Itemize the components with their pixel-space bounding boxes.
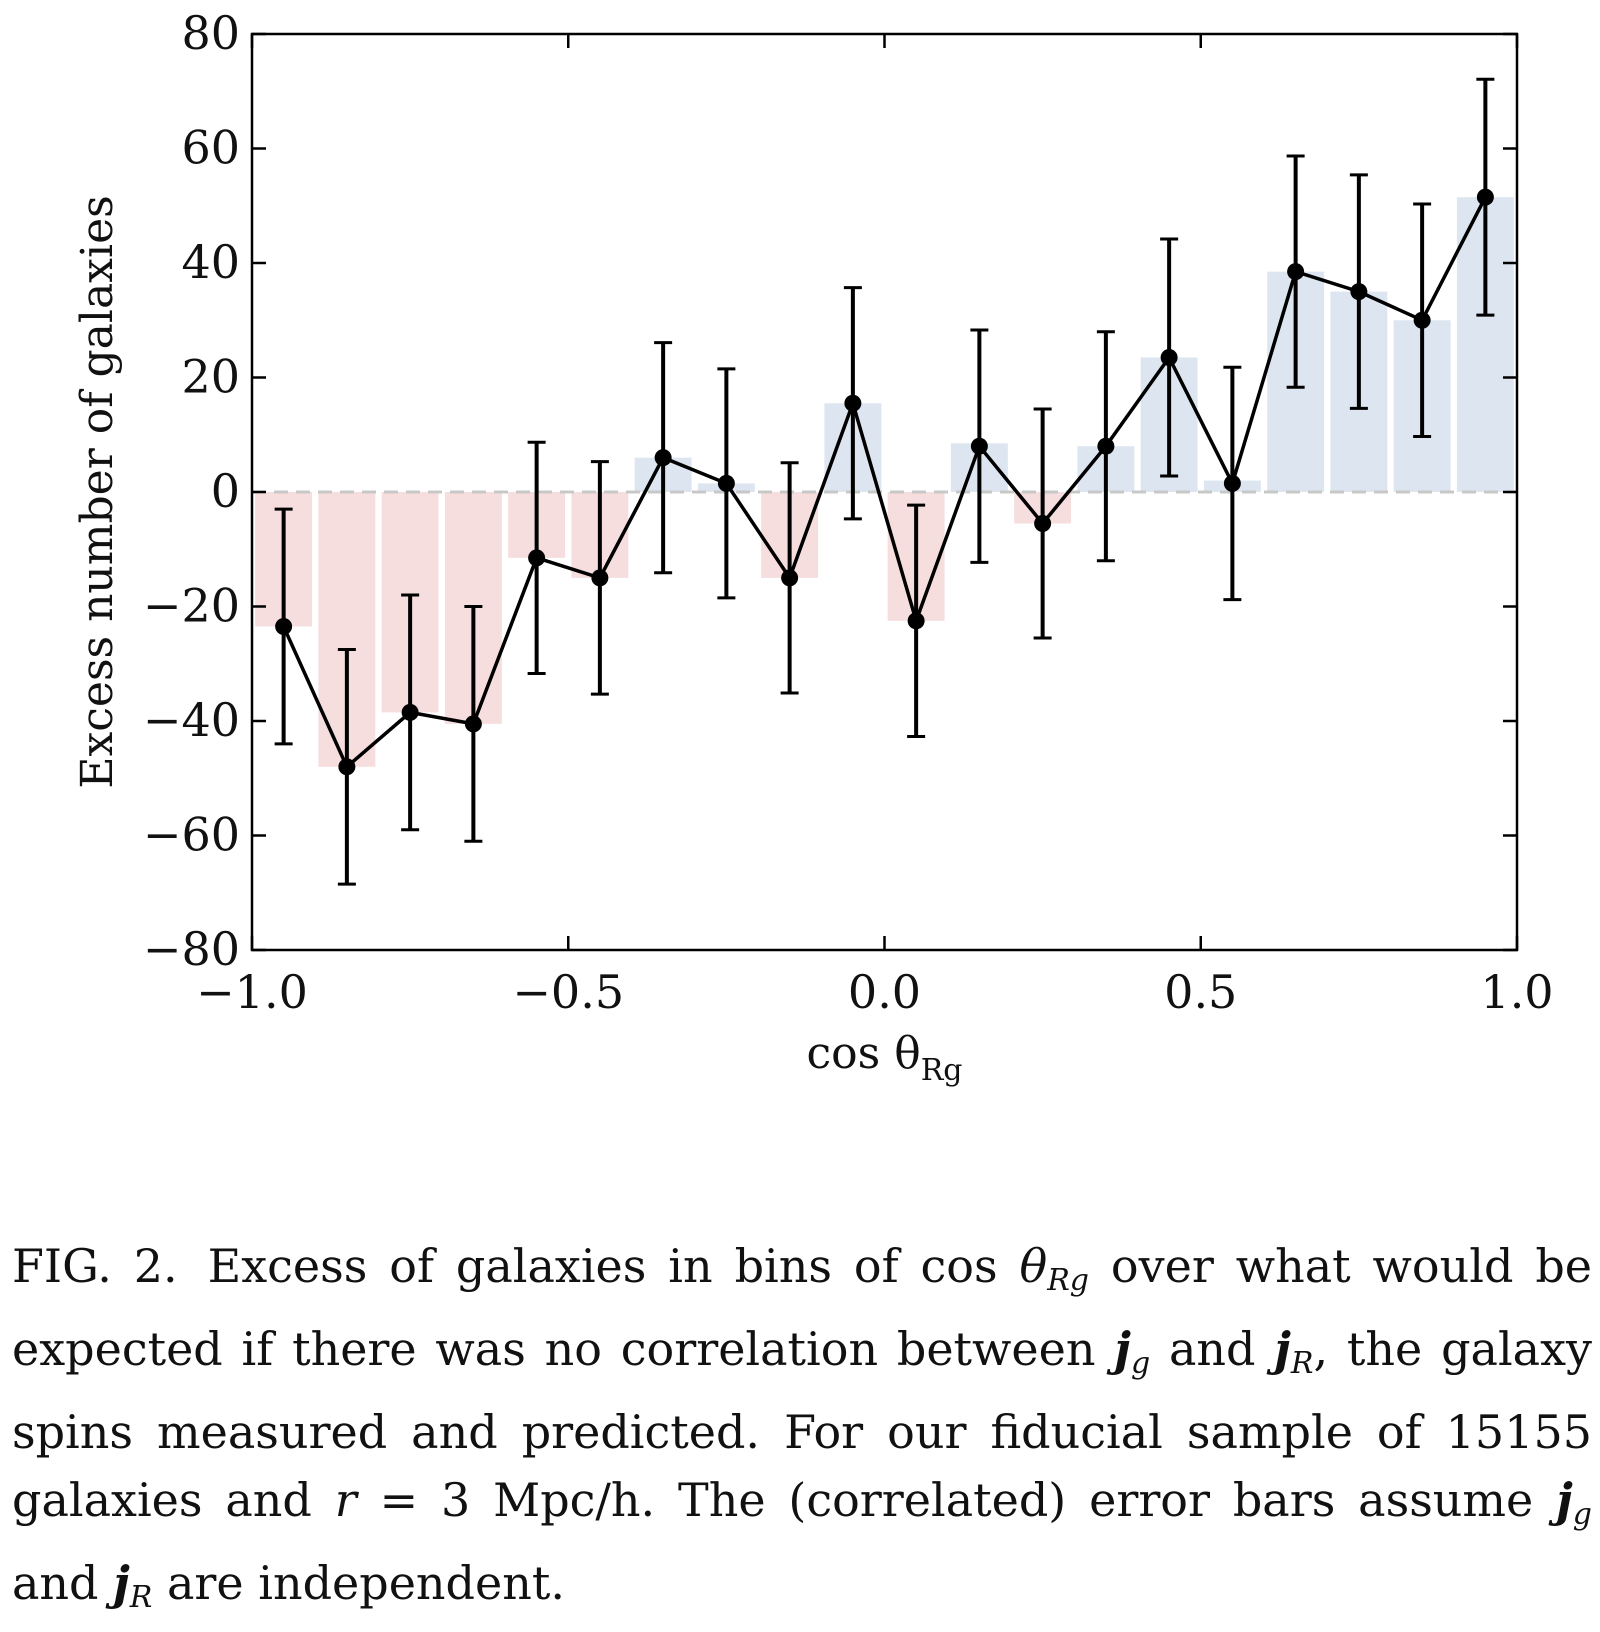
caption-text-5: are independent.: [152, 1556, 565, 1610]
x-axis-label-main: cos θ: [807, 1028, 921, 1079]
data-point: [970, 437, 988, 455]
caption-R-2: R: [129, 1580, 153, 1615]
data-point: [1350, 283, 1368, 301]
caption-text-1: Excess of galaxies in bins of cos: [207, 1239, 1020, 1293]
y-tick-label: 20: [181, 350, 240, 404]
caption-j-4: j: [113, 1556, 130, 1610]
caption-and-1: and: [1150, 1322, 1275, 1376]
y-tick-label: −40: [143, 693, 240, 747]
caption-theta-sub: Rg: [1047, 1263, 1089, 1298]
caption-text-4: = 3 Mpc/h. The (correlated) error bars a…: [356, 1473, 1557, 1527]
data-point: [781, 569, 799, 587]
figure-caption: FIG. 2. Excess of galaxies in bins of cos…: [12, 1232, 1592, 1632]
chart: 80 60 40 20 0 −20 −40 −60 −80−1.0 −0.5 0.0 0.5 1.0 E…: [72, 6, 1554, 1088]
caption-text-2: over what would be expected if there was…: [12, 1239, 1592, 1376]
data-point: [1413, 311, 1431, 329]
caption-r: r: [334, 1473, 357, 1527]
data-point: [907, 612, 925, 630]
data-point: [464, 715, 482, 733]
data-point: [1160, 348, 1178, 366]
caption-theta: θ: [1019, 1239, 1048, 1293]
data-point: [338, 758, 356, 776]
caption-R-1: R: [1290, 1346, 1314, 1381]
data-point: [591, 569, 609, 587]
caption-g-2: g: [1572, 1497, 1593, 1532]
y-tick-label: 0: [211, 464, 240, 518]
x-tick-label: −1.0: [196, 965, 308, 1019]
data-point: [1034, 514, 1052, 532]
data-point: [275, 618, 293, 636]
x-tick-label: −0.5: [512, 965, 624, 1019]
data-point: [401, 703, 419, 721]
y-axis-label: Excess number of galaxies: [72, 195, 123, 788]
data-point: [1097, 437, 1115, 455]
caption-text-3: , the galaxy spins measured and predicte…: [12, 1322, 1593, 1527]
caption-g-1: g: [1130, 1346, 1151, 1381]
y-tick-label: 40: [181, 235, 240, 289]
x-tick-label: 0.5: [1164, 965, 1237, 1019]
caption-j-1: j: [1114, 1322, 1131, 1376]
caption-label: FIG. 2.: [12, 1239, 178, 1293]
data-point: [1223, 474, 1241, 492]
y-tick-label: 80: [181, 6, 240, 60]
data-point: [717, 474, 735, 492]
x-axis-label-subscript: Rg: [921, 1053, 963, 1088]
data-point: [1287, 263, 1305, 281]
y-tick-label: 60: [181, 121, 240, 175]
y-tick-label: −20: [143, 579, 240, 633]
ticks-group: 80 60 40 20 0 −20 −40 −60 −80−1.0 −0.5 0.0 0.5 1.0: [143, 6, 1554, 1019]
caption-and-2: and: [12, 1556, 114, 1610]
data-point: [528, 549, 546, 567]
series-line: [282, 196, 1487, 770]
x-tick-label: 1.0: [1480, 965, 1553, 1019]
caption-j-3: j: [1556, 1473, 1573, 1527]
series-group: [274, 77, 1495, 886]
data-point: [844, 394, 862, 412]
data-point: [1476, 188, 1494, 206]
x-axis-label: cos θRg: [807, 1028, 963, 1088]
data-point: [654, 449, 672, 467]
caption-j-2: j: [1274, 1322, 1291, 1376]
y-tick-label: −80: [143, 922, 240, 976]
y-tick-label: −60: [143, 808, 240, 862]
x-tick-label: 0.0: [848, 965, 921, 1019]
